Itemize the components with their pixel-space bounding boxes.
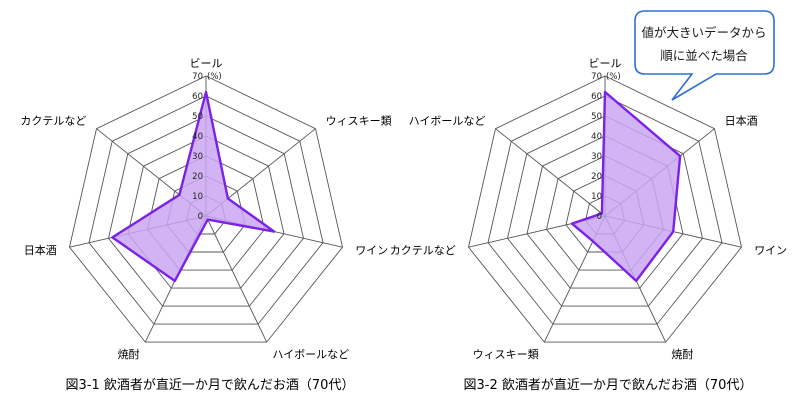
category-label: カクテルなど	[20, 115, 86, 128]
tick-label: 0	[198, 212, 203, 222]
unit-label: (%)	[207, 72, 222, 82]
grid-ring	[487, 95, 723, 325]
tick-label: 50	[192, 112, 203, 122]
grid-ring	[88, 95, 324, 325]
category-label: 焼酎	[671, 347, 693, 361]
tick-label: 30	[591, 152, 602, 162]
tick-label: 10	[192, 192, 203, 202]
grid-ring	[468, 75, 742, 343]
grid-ring	[108, 115, 304, 307]
tick-label: 30	[192, 152, 203, 162]
axis-spoke	[495, 128, 606, 217]
tick-label: 40	[192, 132, 203, 142]
callout-line-1: 値が大きいデータから	[641, 25, 766, 40]
tick-label: 70	[192, 72, 203, 82]
tick-label: 20	[591, 172, 602, 182]
unit-label: (%)	[606, 72, 621, 82]
category-label: ワイン	[754, 244, 787, 257]
category-label: 日本酒	[24, 243, 57, 257]
chart-1-caption: 図3-1 飲酒者が直近一か月で飲んだお酒（70代）	[66, 377, 355, 393]
tick-label: 0	[597, 212, 602, 222]
data-series	[111, 90, 276, 283]
tick-label: 20	[192, 172, 203, 182]
grid-ring	[166, 175, 246, 253]
category-label: ビール	[190, 57, 223, 70]
grid-ring	[127, 135, 285, 289]
grid-ring	[69, 75, 343, 343]
tick-label: 70	[591, 72, 602, 82]
callout: 値が大きいデータから 順に並べた場合	[634, 10, 775, 101]
category-label: ワイン	[355, 244, 388, 257]
grid-ring	[507, 115, 703, 307]
category-label: ウィスキー類	[326, 115, 392, 128]
tick-label: 10	[591, 192, 602, 202]
grid-ring	[147, 155, 265, 271]
callout-bubble	[634, 10, 775, 101]
category-label: 焼酎	[118, 347, 140, 361]
category-label: カクテルなど	[390, 244, 456, 257]
tick-label: 60	[591, 92, 602, 102]
axis-spoke	[205, 215, 268, 343]
tick-label: 50	[591, 112, 602, 122]
category-label: ウィスキー類	[473, 348, 539, 361]
tick-label: 60	[192, 92, 203, 102]
category-label: ビール	[589, 57, 622, 70]
chart-2-caption: 図3-2 飲酒者が直近一か月で飲んだお酒（70代）	[464, 377, 753, 393]
callout-line-2: 順に並べた場合	[660, 48, 748, 63]
tick-label: 40	[591, 132, 602, 142]
category-label: 日本酒	[725, 114, 758, 128]
category-label: ハイボールなど	[272, 348, 349, 361]
category-label: ハイボールなど	[409, 115, 486, 128]
data-series	[570, 90, 682, 283]
